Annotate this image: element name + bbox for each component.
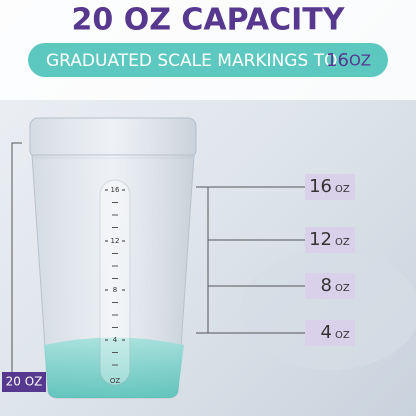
label-number: 12 xyxy=(309,229,332,250)
liquid xyxy=(44,337,184,398)
label-number: 8 xyxy=(321,275,332,296)
label-unit: OZ xyxy=(335,283,350,294)
label-box xyxy=(305,174,355,200)
subtitle-banner xyxy=(28,43,388,77)
label-box xyxy=(305,320,355,346)
total-bracket xyxy=(11,142,22,372)
cup-scale: 16 12 8 4 OZ xyxy=(105,186,125,385)
scale-mark: 4 xyxy=(113,336,118,344)
scale-mark: 12 xyxy=(111,237,120,245)
subtitle: GRADUATED SCALE MARKINGS TO xyxy=(46,51,337,71)
scale-mark: 8 xyxy=(113,286,117,294)
scale-bracket xyxy=(196,186,209,334)
subtitle-unit: OZ xyxy=(349,52,371,70)
total-label-box xyxy=(2,372,46,392)
background-blur xyxy=(240,250,416,370)
scale-window xyxy=(99,179,131,386)
label-number: 4 xyxy=(321,322,332,343)
cup-rim xyxy=(29,117,197,159)
scale-mark: OZ xyxy=(110,377,121,385)
label-unit: OZ xyxy=(335,237,350,248)
title: 20 OZ CAPACITY xyxy=(72,3,346,38)
label-box xyxy=(305,227,355,253)
total-label: 20 OZ xyxy=(6,375,43,389)
scale-mark: 16 xyxy=(111,186,120,194)
label-unit: OZ xyxy=(335,330,350,341)
label-number: 16 xyxy=(309,176,332,197)
label-unit: OZ xyxy=(335,184,350,195)
label-box xyxy=(305,273,355,299)
subtitle-number: 16 xyxy=(326,50,349,71)
